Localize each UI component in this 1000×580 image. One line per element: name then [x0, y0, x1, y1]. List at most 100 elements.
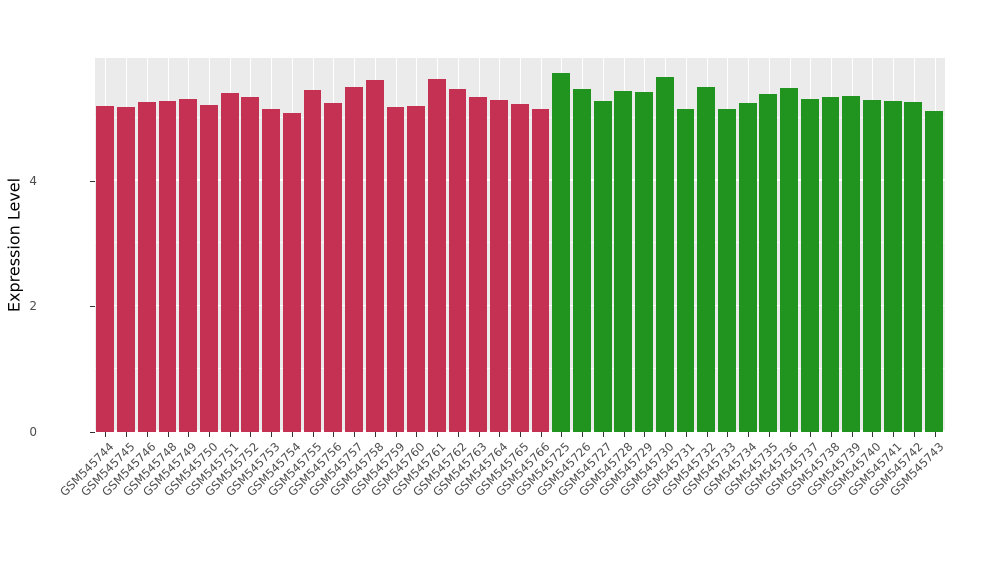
bar-slot [447, 58, 468, 432]
bar-GSM545739 [842, 95, 861, 432]
x-tick-mark [644, 432, 646, 437]
bar-GSM545752 [241, 96, 260, 432]
bar-GSM545732 [697, 86, 716, 432]
bar-slot [199, 58, 220, 432]
bar-slot [551, 58, 572, 432]
bar-slot [675, 58, 696, 432]
bar-GSM545744 [96, 105, 115, 432]
x-tick-mark [499, 432, 501, 437]
y-tick-label: 0 [29, 425, 37, 439]
bar-slot [261, 58, 282, 432]
x-tick-mark [934, 432, 936, 437]
bar-slot [178, 58, 199, 432]
bar-slot [924, 58, 945, 432]
bar-GSM545766 [531, 108, 550, 432]
x-tick-mark [582, 432, 584, 437]
bar-GSM545729 [635, 91, 653, 432]
bar-slot [323, 58, 344, 432]
y-tick-mark [90, 180, 95, 182]
x-tick-mark [706, 432, 708, 437]
x-tick-mark [146, 432, 148, 437]
bar-GSM545733 [718, 108, 736, 432]
bar-GSM545736 [780, 87, 798, 432]
bar-GSM545758 [365, 80, 384, 432]
bar-GSM545728 [614, 90, 633, 432]
x-axis: GSM545744 GSM545745 GSM545746 GSM545748 GSM5… [57, 432, 946, 572]
bar-slot [116, 58, 137, 432]
bar-slot [882, 58, 903, 432]
bar-slot [613, 58, 634, 432]
x-tick-mark [229, 432, 231, 437]
bar-slot [841, 58, 862, 432]
bar-slot [219, 58, 240, 432]
x-tick-mark [540, 432, 542, 437]
x-tick-mark [188, 432, 190, 437]
x-tick-mark [333, 432, 335, 437]
bar-slot [799, 58, 820, 432]
x-tick-mark [665, 432, 667, 437]
x-tick-mark [872, 432, 874, 437]
bar-GSM545738 [821, 96, 840, 432]
bar-GSM545757 [345, 86, 363, 432]
x-tick-mark [416, 432, 418, 437]
bar-slot [385, 58, 406, 432]
x-tick-mark [457, 432, 459, 437]
bar-GSM545761 [427, 78, 446, 432]
bar-GSM545756 [324, 102, 343, 432]
bar-GSM545763 [469, 96, 488, 432]
bar-GSM545731 [676, 108, 695, 432]
bar-GSM545748 [158, 100, 177, 432]
x-tick-mark [789, 432, 791, 437]
bar-slot [364, 58, 385, 432]
bar-slot [779, 58, 800, 432]
bar-slot [572, 58, 593, 432]
bar-GSM545734 [738, 102, 757, 432]
bar-slot [406, 58, 427, 432]
bar-GSM545741 [883, 100, 902, 432]
bar-GSM545742 [904, 102, 923, 432]
bar-slot [696, 58, 717, 432]
bar-GSM545737 [800, 98, 819, 432]
x-tick-mark [561, 432, 563, 437]
bar-GSM545727 [593, 100, 612, 432]
bar-GSM545751 [220, 92, 239, 432]
bar-slot [157, 58, 178, 432]
bar-slot [427, 58, 448, 432]
bar-GSM545725 [552, 73, 571, 432]
x-tick-mark [167, 432, 169, 437]
bar-slot [758, 58, 779, 432]
x-tick-mark [126, 432, 128, 437]
bar-GSM545730 [655, 76, 674, 432]
bar-GSM545759 [386, 107, 405, 432]
bar-slot [509, 58, 530, 432]
x-tick-mark [623, 432, 625, 437]
bar-slot [820, 58, 841, 432]
bar-slot [903, 58, 924, 432]
bar-slot [717, 58, 738, 432]
bar-GSM545755 [303, 90, 322, 432]
x-tick-mark [105, 432, 107, 437]
bar-slot [344, 58, 365, 432]
y-axis-title-text: Expression Level [4, 177, 24, 313]
plot-panel [95, 58, 945, 432]
bar-slot [654, 58, 675, 432]
bar-slot [302, 58, 323, 432]
x-tick-mark [437, 432, 439, 437]
bar-slot [634, 58, 655, 432]
x-tick-mark [354, 432, 356, 437]
bar-GSM545750 [200, 104, 218, 432]
bar-slot [95, 58, 116, 432]
y-tick-mark [90, 432, 95, 433]
bar-GSM545753 [262, 108, 281, 432]
bar-slot [862, 58, 883, 432]
x-tick-mark [810, 432, 812, 437]
bar-GSM545735 [759, 93, 778, 432]
bar-slot [737, 58, 758, 432]
x-tick-mark [602, 432, 604, 437]
x-tick-mark [271, 432, 273, 437]
x-tick-mark [312, 432, 314, 437]
x-tick-mark [520, 432, 521, 437]
x-tick-mark [291, 432, 293, 437]
x-tick-mark [727, 432, 729, 437]
bar-GSM545765 [510, 103, 529, 432]
